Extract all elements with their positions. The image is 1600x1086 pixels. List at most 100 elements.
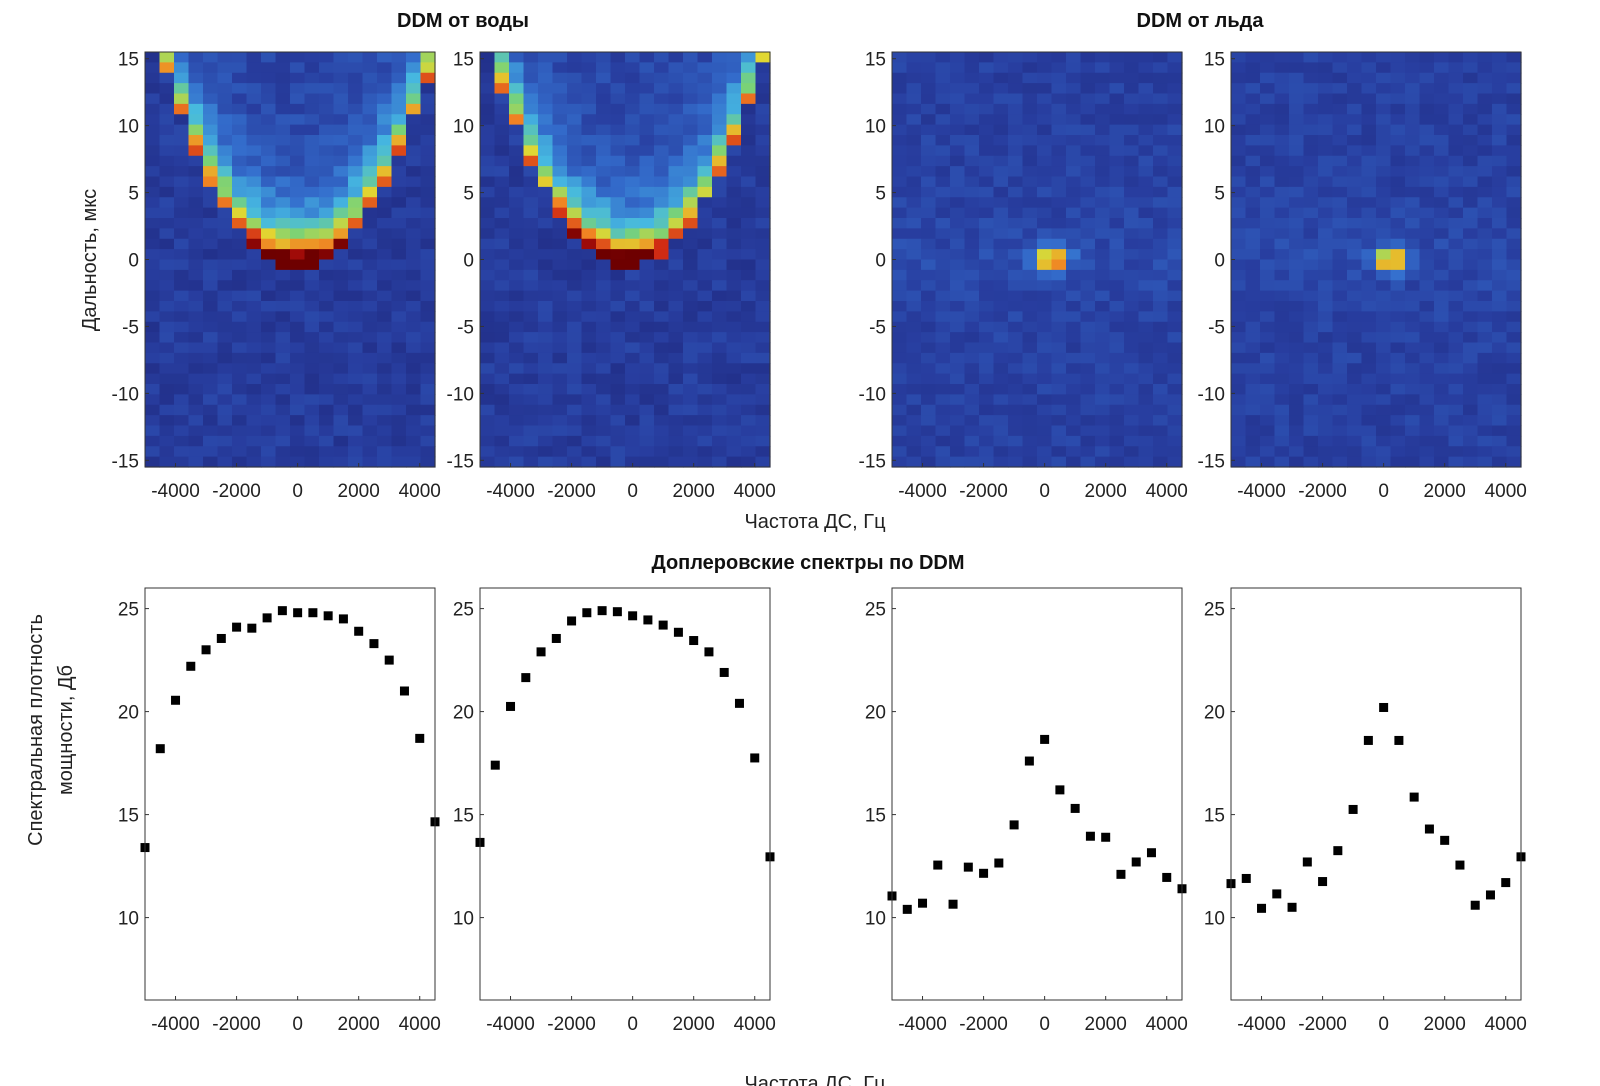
heatmap-cell <box>935 114 951 126</box>
heatmap-cell <box>246 259 262 271</box>
heatmap-cell <box>1231 342 1247 354</box>
heatmap-cell <box>494 259 510 271</box>
heatmap-cell <box>964 311 980 323</box>
heatmap-cell <box>420 435 436 447</box>
heatmap-cell <box>1080 259 1096 271</box>
heatmap-cell <box>1051 228 1067 240</box>
heatmap-cell <box>1231 425 1247 437</box>
heatmap-cell <box>509 280 525 292</box>
heatmap-cell <box>348 52 364 63</box>
heatmap-cell <box>290 52 306 63</box>
heatmap-cell <box>1167 394 1183 406</box>
heatmap-cell <box>1477 124 1493 136</box>
heatmap-cell <box>391 290 407 302</box>
heatmap-cell <box>509 155 525 167</box>
heatmap-cell <box>1138 290 1154 302</box>
heatmap-cell <box>1037 228 1053 240</box>
heatmap-cell <box>935 52 951 63</box>
heatmap-cell <box>509 342 525 354</box>
heatmap-cell <box>1390 332 1406 344</box>
y-tick-label: -15 <box>112 451 139 472</box>
heatmap-cell <box>319 124 335 136</box>
heatmap-cell <box>1051 238 1067 250</box>
x-tick-label: -4000 <box>898 1014 947 1035</box>
heatmap-cell <box>1231 269 1247 281</box>
heatmap-cell <box>610 228 626 240</box>
heatmap-cell <box>639 456 655 468</box>
heatmap-cell <box>348 373 364 385</box>
heatmap-cell <box>246 238 262 250</box>
y-tick-label: -5 <box>457 317 474 338</box>
heatmap-cell <box>232 311 248 323</box>
heatmap-cell <box>1274 52 1290 63</box>
heatmap-cell <box>319 103 335 115</box>
heatmap-cell <box>1347 446 1363 458</box>
heatmap-cell <box>1167 425 1183 437</box>
heatmap-cell <box>1138 259 1154 271</box>
heatmap-cell <box>362 197 378 209</box>
axes-frame <box>891 587 1183 1001</box>
heatmap-cell <box>1463 228 1479 240</box>
heatmap-cell <box>261 311 277 323</box>
heatmap-cell <box>1405 186 1421 198</box>
heatmap-cell <box>712 404 728 416</box>
heatmap-cell <box>362 301 378 312</box>
heatmap-cell <box>1051 363 1067 375</box>
heatmap-cell <box>1463 280 1479 292</box>
heatmap-cell <box>1008 176 1024 188</box>
heatmap-cell <box>1080 103 1096 115</box>
heatmap-cell <box>1419 166 1435 178</box>
heatmap-cell <box>1008 83 1024 95</box>
heatmap-cell <box>610 352 626 364</box>
data-point <box>536 647 546 657</box>
heatmap-cell <box>950 72 966 84</box>
heatmap-cell <box>683 342 699 354</box>
heatmap-cell <box>509 72 525 84</box>
heatmap-cell <box>1095 155 1111 167</box>
heatmap-cell <box>290 238 306 250</box>
heatmap-cell <box>159 218 175 229</box>
heatmap-cell <box>159 238 175 250</box>
heatmap-cell <box>993 321 1009 333</box>
heatmap-cell <box>1124 446 1140 458</box>
heatmap-cell <box>1138 269 1154 281</box>
heatmap-cell <box>1080 207 1096 219</box>
heatmap-cell <box>420 280 436 292</box>
heatmap-cell <box>596 249 612 261</box>
heatmap-cell <box>188 135 204 146</box>
heatmap-cell <box>625 93 641 105</box>
heatmap-cell <box>1405 238 1421 250</box>
heatmap-cell <box>145 404 161 416</box>
heatmap-cell <box>159 83 175 95</box>
heatmap-cell <box>1347 218 1363 229</box>
heatmap-cell <box>552 238 568 250</box>
heatmap-cell <box>1022 415 1038 427</box>
heatmap-cell <box>581 197 597 209</box>
heatmap-cell <box>1066 363 1082 375</box>
heatmap-cell <box>304 290 320 302</box>
heatmap-cell <box>1405 166 1421 178</box>
heatmap-cell <box>1037 103 1053 115</box>
heatmap-cell <box>1095 72 1111 84</box>
heatmap-cell <box>1008 72 1024 84</box>
heatmap-cell <box>1405 384 1421 395</box>
heatmap-cell <box>1303 301 1319 312</box>
heatmap-cell <box>596 384 612 395</box>
heatmap-cell <box>232 218 248 229</box>
heatmap-cell <box>246 186 262 198</box>
heatmap-cell <box>174 228 190 240</box>
heatmap-cell <box>979 124 995 136</box>
heatmap-cell <box>1506 135 1522 146</box>
heatmap-cell <box>290 124 306 136</box>
heatmap-cell <box>509 321 525 333</box>
heatmap-cell <box>319 301 335 312</box>
heatmap-cell <box>625 311 641 323</box>
heatmap-cell <box>1051 176 1067 188</box>
heatmap-cell <box>1289 124 1305 136</box>
heatmap-cell <box>712 218 728 229</box>
heatmap-cell <box>538 435 554 447</box>
heatmap-cell <box>906 425 922 437</box>
heatmap-cell <box>1492 218 1508 229</box>
heatmap-cell <box>362 52 378 63</box>
heatmap-cell <box>726 269 742 281</box>
